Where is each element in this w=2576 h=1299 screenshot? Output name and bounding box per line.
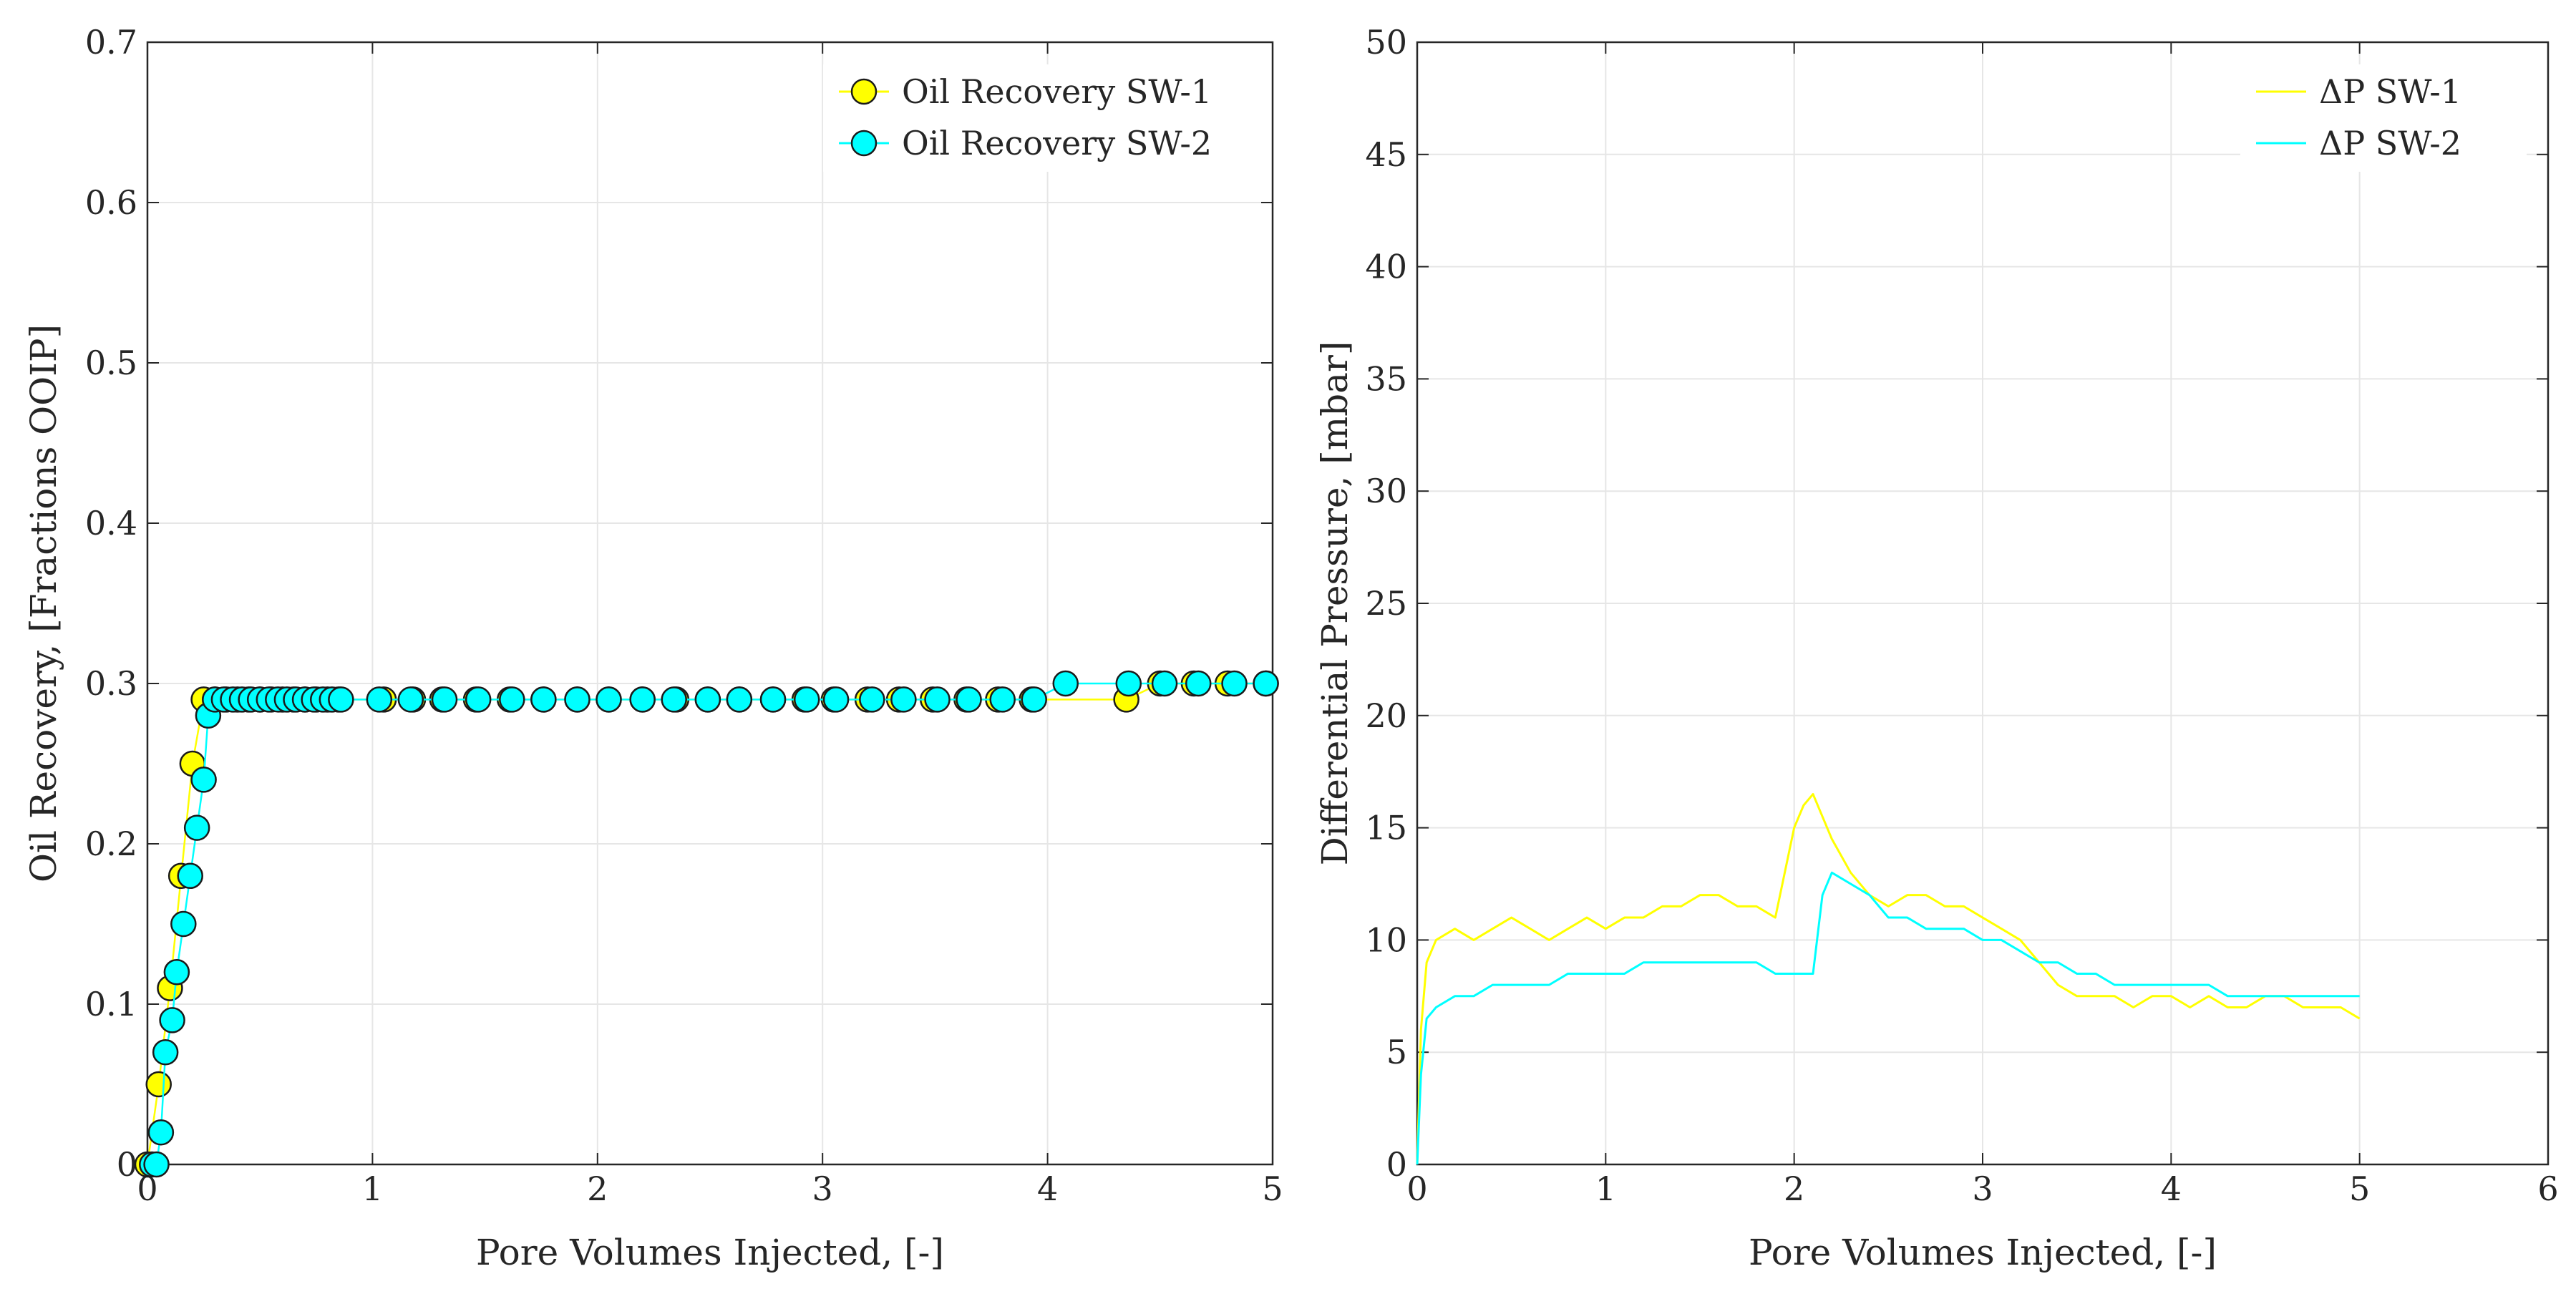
y-tick-label: 0.4 bbox=[85, 504, 137, 543]
data-point bbox=[759, 686, 787, 713]
data-point bbox=[1185, 670, 1212, 697]
y-tick-label: 0.3 bbox=[85, 664, 137, 703]
legend-swatch-marker bbox=[850, 130, 878, 157]
y-tick-label: 50 bbox=[1365, 23, 1407, 62]
data-point bbox=[397, 686, 424, 713]
data-point bbox=[431, 686, 458, 713]
data-point bbox=[956, 686, 982, 713]
data-point bbox=[147, 1119, 175, 1146]
data-point bbox=[694, 686, 721, 713]
x-tick-label: 5 bbox=[2349, 1169, 2370, 1208]
data-point bbox=[366, 686, 393, 713]
x-axis-label: Pore Volumes Injected, [-] bbox=[476, 1232, 944, 1273]
y-tick-label: 30 bbox=[1365, 472, 1407, 510]
data-point bbox=[564, 686, 590, 713]
data-point bbox=[190, 767, 217, 793]
data-point bbox=[163, 958, 190, 986]
data-point bbox=[726, 686, 753, 713]
legend-entry-label: Oil Recovery SW-2 bbox=[902, 124, 1212, 162]
y-tick-label: 40 bbox=[1365, 248, 1407, 286]
y-axis-label: Differential Pressure, [mbar] bbox=[1314, 341, 1356, 866]
y-tick-label: 10 bbox=[1365, 920, 1407, 959]
legend-box bbox=[823, 64, 1253, 172]
x-axis-label: Pore Volumes Injected, [-] bbox=[1749, 1232, 2217, 1273]
y-tick-label: 0.1 bbox=[85, 985, 137, 1023]
x-tick-label: 3 bbox=[1972, 1169, 1993, 1208]
data-point bbox=[530, 686, 557, 713]
y-tick-label: 0.6 bbox=[85, 183, 137, 222]
y-tick-label: 15 bbox=[1365, 809, 1407, 847]
y-tick-label: 35 bbox=[1365, 359, 1407, 398]
data-point bbox=[1221, 670, 1248, 697]
data-point bbox=[499, 686, 525, 713]
legend-box bbox=[2240, 64, 2527, 172]
data-point bbox=[465, 686, 492, 713]
x-tick-label: 0 bbox=[1406, 1169, 1427, 1208]
legend-entry-label: ΔP SW-2 bbox=[2319, 124, 2461, 162]
x-tick-label: 6 bbox=[2537, 1169, 2558, 1208]
legend-swatch-marker bbox=[850, 78, 878, 105]
data-point bbox=[890, 686, 917, 713]
x-tick-label: 2 bbox=[1784, 1169, 1804, 1208]
data-point bbox=[661, 686, 687, 713]
data-point bbox=[629, 686, 656, 713]
x-tick-label: 4 bbox=[2161, 1169, 2182, 1208]
x-tick-label: 4 bbox=[1037, 1169, 1058, 1208]
series-line-2 bbox=[1416, 871, 2360, 1165]
y-tick-label: 0 bbox=[117, 1145, 137, 1184]
data-point bbox=[1115, 670, 1142, 697]
data-point bbox=[822, 686, 850, 713]
data-point bbox=[793, 686, 820, 713]
y-axis-label: Oil Recovery, [Fractions OOIP] bbox=[23, 324, 64, 882]
data-point bbox=[145, 1071, 172, 1098]
y-tick-label: 25 bbox=[1365, 584, 1407, 623]
y-tick-label: 45 bbox=[1365, 135, 1407, 174]
data-point bbox=[1151, 670, 1178, 697]
data-point bbox=[159, 1007, 185, 1033]
data-point bbox=[177, 862, 203, 890]
y-tick-label: 20 bbox=[1365, 696, 1407, 735]
y-tick-label: 0.5 bbox=[85, 344, 137, 382]
legend-entry-label: ΔP SW-1 bbox=[2319, 72, 2461, 111]
series-line-1 bbox=[1416, 793, 2361, 1165]
legend-entry-label: Oil Recovery SW-1 bbox=[902, 72, 1212, 111]
y-tick-label: 0.2 bbox=[85, 824, 137, 863]
data-point bbox=[989, 686, 1016, 713]
y-tick-label: 0 bbox=[1386, 1145, 1407, 1184]
y-tick-label: 0.7 bbox=[85, 23, 137, 62]
data-point bbox=[859, 686, 885, 713]
data-point bbox=[152, 1038, 179, 1066]
x-tick-label: 2 bbox=[587, 1169, 608, 1208]
y-tick-label: 5 bbox=[1386, 1033, 1407, 1071]
data-point bbox=[924, 686, 951, 713]
data-point bbox=[1253, 670, 1279, 697]
data-point bbox=[143, 1151, 170, 1178]
axes-box bbox=[146, 41, 1274, 1166]
data-point bbox=[1052, 670, 1079, 697]
data-point bbox=[170, 910, 197, 938]
x-tick-label: 1 bbox=[1595, 1169, 1616, 1208]
plot-area bbox=[147, 42, 1273, 1164]
data-point bbox=[183, 814, 210, 841]
x-tick-label: 3 bbox=[812, 1169, 833, 1208]
axes-box bbox=[1416, 41, 2550, 1166]
x-tick-label: 1 bbox=[362, 1169, 383, 1208]
data-point bbox=[1021, 686, 1047, 713]
data-point bbox=[328, 686, 354, 713]
x-tick-label: 5 bbox=[1262, 1169, 1283, 1208]
data-point bbox=[596, 686, 622, 713]
